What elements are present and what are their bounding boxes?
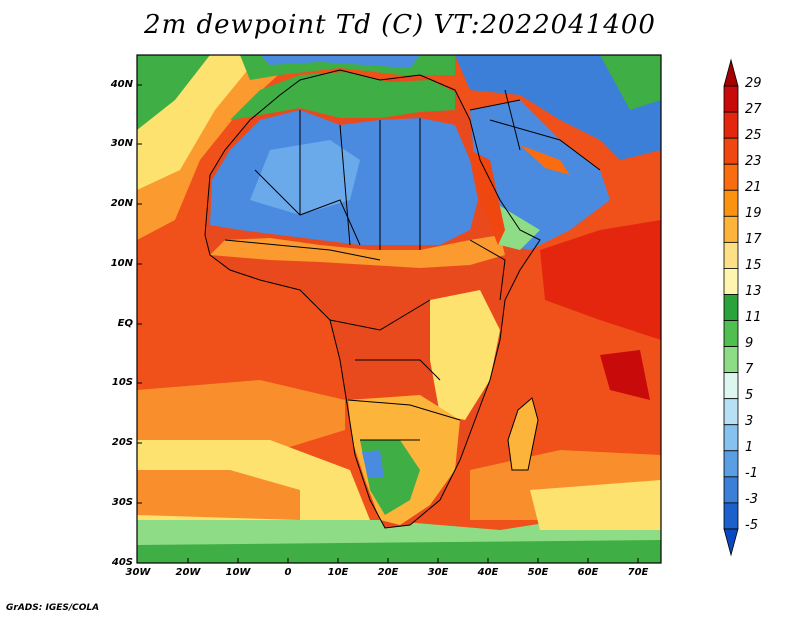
country-borders bbox=[204, 69, 601, 529]
colorbar-swatch bbox=[723, 320, 739, 347]
persian-gulf bbox=[520, 145, 570, 175]
colorbar-swatch bbox=[723, 528, 739, 557]
south-atlantic-swirl bbox=[137, 470, 300, 520]
southern-ocean-green bbox=[137, 540, 661, 563]
colorbar-swatch bbox=[723, 58, 739, 87]
colorbar-swatch bbox=[723, 294, 739, 321]
colorbar-swatch bbox=[723, 372, 739, 400]
colorbar-label: 1 bbox=[745, 440, 754, 455]
lat-label-20s: 20S bbox=[111, 437, 133, 448]
colorbar-label: 5 bbox=[745, 388, 754, 403]
lon-label-10w: 10W bbox=[225, 567, 251, 578]
lon-label-70e: 70E bbox=[627, 567, 649, 578]
north-africa-coast bbox=[230, 72, 455, 120]
lat-label-10n: 10N bbox=[110, 258, 133, 269]
colorbar-label: 19 bbox=[745, 206, 762, 221]
colorbar-swatch bbox=[723, 346, 739, 374]
colorbar-label: 7 bbox=[745, 362, 754, 377]
colorbar-swatch bbox=[723, 268, 739, 295]
colorbar-label: 29 bbox=[745, 76, 762, 91]
credit-text: GrADS: IGES/COLA bbox=[6, 603, 100, 613]
colorbar-label: 25 bbox=[745, 128, 762, 143]
indian-ocean-max bbox=[600, 350, 650, 400]
colorbar-label: 21 bbox=[745, 180, 762, 195]
lat-label-20n: 20N bbox=[110, 198, 133, 209]
colorbar-swatch bbox=[723, 163, 739, 191]
lon-label-50e: 50E bbox=[527, 567, 549, 578]
colorbar-swatch bbox=[723, 476, 739, 504]
dewpoint-field bbox=[137, 55, 661, 563]
map-title: 2m dewpoint Td (C) VT:2022041400 bbox=[144, 10, 656, 40]
colorbar-label: 23 bbox=[745, 154, 762, 169]
sahara-inner bbox=[250, 140, 360, 215]
colorbar-label: 3 bbox=[745, 414, 754, 429]
colorbar-label: 13 bbox=[745, 284, 762, 299]
colorbar-label: 9 bbox=[745, 336, 754, 351]
lat-ticks bbox=[137, 84, 142, 504]
lon-label-30w: 30W bbox=[125, 567, 151, 578]
middle-east-dry bbox=[455, 55, 661, 160]
lat-label-40s: 40S bbox=[111, 557, 133, 568]
colorbar-label: 11 bbox=[745, 310, 762, 325]
arabia-south-coast bbox=[490, 200, 540, 250]
east-africa-highland bbox=[430, 290, 500, 420]
madagascar bbox=[507, 397, 539, 471]
lat-label-30n: 30N bbox=[110, 138, 133, 149]
lon-label-10e: 10E bbox=[327, 567, 349, 578]
colorbar-swatch bbox=[723, 398, 739, 426]
lon-label-20w: 20W bbox=[175, 567, 201, 578]
colorbar-label: 27 bbox=[745, 102, 762, 117]
colorbar-label: 15 bbox=[745, 258, 762, 273]
colorbar-swatch bbox=[723, 111, 739, 139]
colorbar-swatch bbox=[723, 215, 739, 243]
arabian-sea bbox=[540, 220, 661, 340]
lon-ticks bbox=[187, 558, 639, 563]
kalahari-dry-spot bbox=[362, 450, 384, 478]
colorbar-swatch bbox=[723, 241, 739, 269]
north-atlantic-green-zone bbox=[137, 55, 210, 130]
south-indian-cool bbox=[530, 480, 661, 530]
lon-label-0: 0 bbox=[284, 567, 292, 578]
lat-label-10s: 10S bbox=[111, 377, 133, 388]
colorbar-swatch bbox=[723, 189, 739, 217]
colorbar-swatch bbox=[723, 424, 739, 452]
lon-label-40e: 40E bbox=[477, 567, 499, 578]
europe-dry bbox=[260, 55, 420, 68]
colorbar-swatch bbox=[723, 450, 739, 478]
lat-label-40n: 40N bbox=[110, 79, 133, 90]
colorbar-swatch bbox=[723, 85, 739, 113]
colorbar-swatch bbox=[723, 137, 739, 165]
lat-label-30s: 30S bbox=[111, 497, 133, 508]
central-asia-green bbox=[600, 55, 661, 110]
colorbar-label: -1 bbox=[745, 466, 758, 481]
colorbar-label: 17 bbox=[745, 232, 762, 247]
lon-label-30e: 30E bbox=[427, 567, 449, 578]
colorbar-swatch bbox=[723, 502, 739, 530]
colorbar-label: -5 bbox=[745, 518, 758, 533]
red-sea bbox=[470, 150, 505, 245]
lat-label-eq: EQ bbox=[117, 318, 133, 329]
sahel-belt bbox=[210, 235, 505, 268]
lon-label-60e: 60E bbox=[577, 567, 599, 578]
plot-frame bbox=[136, 54, 662, 564]
colorbar bbox=[723, 58, 739, 557]
lon-label-20e: 20E bbox=[377, 567, 399, 578]
colorbar-label: -3 bbox=[745, 492, 758, 507]
